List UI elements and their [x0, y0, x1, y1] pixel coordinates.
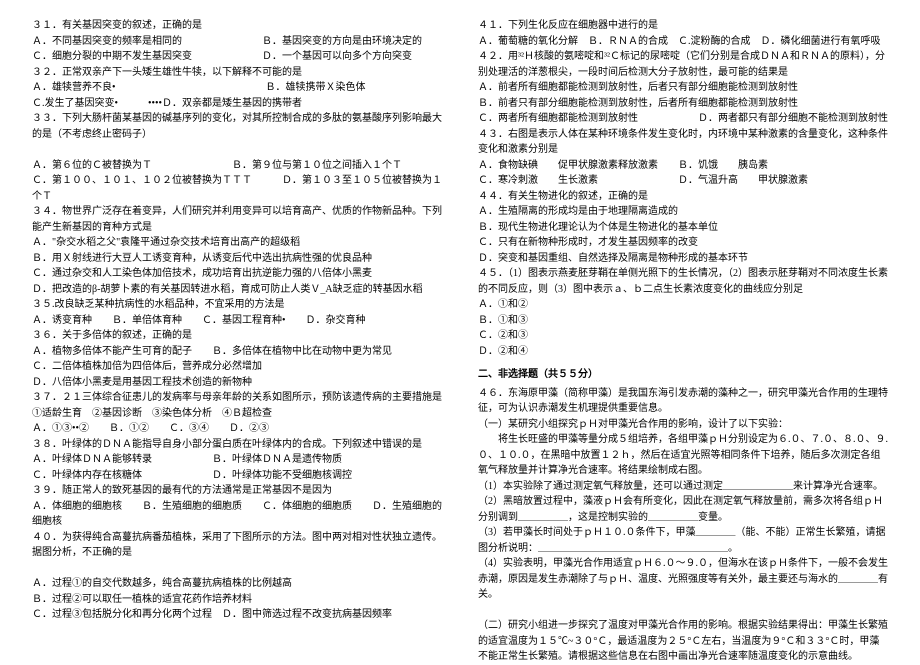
left-line: ３２．正常双亲产下一头矮生雄性牛犊，以下解释不可能的是 — [32, 65, 442, 81]
right-a-line: Ｂ．现代生物进化理论认为个体是生物进化的基本单位 — [478, 220, 888, 236]
right-a-line: ４３．右图是表示人体在某种环境条件发生变化时，内环境中某种激素的含量变化，这种条… — [478, 127, 888, 158]
right-b-line: （1）本实验除了通过测定氧气释放量，还可以通过测定＿＿＿＿＿＿＿来计算净光合速率… — [478, 479, 888, 495]
right-b-line: ４６．东海原甲藻（简称甲藻）是我国东海引发赤潮的藻种之一，研究甲藻光合作用的生理… — [478, 386, 888, 417]
left-line: ３５.改良缺乏某种抗病性的水稻品种，不宜采用的方法是 — [32, 297, 442, 313]
section-2-title: 二、非选择题（共５５分） — [478, 367, 888, 383]
right-b-line: （3）若甲藻长时间处于ｐＨ１０.０条件下，甲藻＿＿＿＿（能、不能）正常生长繁殖，… — [478, 525, 888, 556]
left-line: ３６．关于多倍体的叙述，正确的是 — [32, 328, 442, 344]
right-b-line — [478, 603, 888, 619]
left-line: Ａ．过程①的自交代数越多，纯合高蔓抗病植株的比例越高 — [32, 576, 442, 592]
left-line: Ｃ．二倍体植株加倍为四倍体后，营养成分必然增加 — [32, 359, 442, 375]
right-a-line: Ｃ．两者所有细胞都能检测到放射性 Ｄ．两者都只有部分细胞不能检测到放射性 — [478, 111, 888, 127]
left-line: Ｃ．第１００、１０１、１０２位被替换为ＴＴＴ Ｄ．第１０３至１０５位被替换为１个… — [32, 173, 442, 204]
right-a-line: Ａ．葡萄糖的氧化分解 Ｂ．ＲＮＡ的合成 Ｃ.淀粉酶的合成 Ｄ．磷化细菌进行有氧呼… — [478, 34, 888, 50]
left-line: Ｃ．过程③包括脱分化和再分化两个过程 Ｄ．图中筛选过程不改变抗病基因频率 — [32, 607, 442, 623]
left-line: ３８．叶绿体的ＤＮＡ能指导自身小部分蛋白质在叶绿体内的合成。下列叙述中错误的是 — [32, 437, 442, 453]
left-line: Ｄ．把改造的β-胡萝卜素的有关基因转进水稻，育成可防止人类Ｖ_A缺乏症的转基因水… — [32, 282, 442, 298]
left-line: Ａ．"杂交水稻之父"袁隆平通过杂交技术培育出高产的超级稻 — [32, 235, 442, 251]
right-a-line: Ｄ．②和④ — [478, 344, 888, 360]
right-a-line: Ｃ．寒冷刺激 生长激素 Ｄ．气温升高 甲状腺激素 — [478, 173, 888, 189]
right-a-line: ４４．有关生物进化的叙述，正确的是 — [478, 189, 888, 205]
left-line: ３１．有关基因突变的叙述，正确的是 — [32, 18, 442, 34]
right-b-line: （一）某研究小组探究ｐＨ对甲藻光合作用的影响，设计了以下实验： — [478, 417, 888, 433]
right-lines-b: ４６．东海原甲藻（简称甲藻）是我国东海引发赤潮的藻种之一，研究甲藻光合作用的生理… — [478, 386, 888, 665]
left-line: Ａ．植物多倍体不能产生可育的配子 Ｂ．多倍体在植物中比在动物中更为常见 — [32, 344, 442, 360]
left-line: Ｃ.发生了基因突变• ••••Ｄ．双亲都是矮生基因的携带者 — [32, 96, 442, 112]
right-b-line: （2）黑暗放置过程中，藻液ｐＨ会有所变化，因此在测定氧气释放量前，需多次将各组ｐ… — [478, 494, 888, 525]
left-column: ３１．有关基因突变的叙述，正确的是Ａ．不同基因突变的频率是相同的 Ｂ．基因突变的… — [22, 18, 460, 628]
left-line: ３３．下列大肠杆菌某基因的碱基序列的变化，对其所控制合成的多肽的氨基酸序列影响最… — [32, 111, 442, 142]
left-line: Ｃ．叶绿体内存在核糖体 Ｄ．叶绿体功能不受细胞核调控 — [32, 468, 442, 484]
right-a-line: ４１．下列生化反应在细胞器中进行的是 — [478, 18, 888, 34]
left-line: ３９．随正常人的致死基因的最有代的方法通常是正常基因不是因为 — [32, 483, 442, 499]
left-line — [32, 561, 442, 577]
left-line: Ｃ．通过杂交和人工染色体加倍技术，成功培育出抗逆能力强的八倍体小黑麦 — [32, 266, 442, 282]
left-line: Ｂ．过程②可以取任一植株的适宜花药作培养材料 — [32, 592, 442, 608]
right-lines-a: ４１．下列生化反应在细胞器中进行的是Ａ．葡萄糖的氧化分解 Ｂ．ＲＮＡ的合成 Ｃ.… — [478, 18, 888, 359]
left-line: Ａ．体细胞的细胞核 Ｂ．生殖细胞的细胞质 Ｃ．体细胞的细胞质 Ｄ．生殖细胞的细胞… — [32, 499, 442, 530]
right-a-line: Ｂ．前者只有部分细胞能检测到放射性，后者所有细胞都能检测到放射性 — [478, 96, 888, 112]
right-a-line: Ｃ．②和③ — [478, 328, 888, 344]
left-lines: ３１．有关基因突变的叙述，正确的是Ａ．不同基因突变的频率是相同的 Ｂ．基因突变的… — [32, 18, 442, 623]
left-line: ①适龄生育 ②基因诊断 ③染色体分析 ④Ｂ超检查 — [32, 406, 442, 422]
left-line: Ｄ．八倍体小黑麦是用基因工程技术创造的新物种 — [32, 375, 442, 391]
left-line: Ａ．①③••② Ｂ．①② Ｃ．③④ Ｄ．②③ — [32, 421, 442, 437]
left-line: Ｂ．用Ｘ射线进行大豆人工诱变育种，从诱变后代中选出抗病性强的优良品种 — [32, 251, 442, 267]
left-line: Ａ．第６位的Ｃ被替换为Ｔ Ｂ．第９位与第１０位之间插入１个Ｔ — [32, 158, 442, 174]
right-a-line: Ａ．前者所有细胞都能检测到放射性，后者只有部分细胞能检测到放射性 — [478, 80, 888, 96]
right-column: ４１．下列生化反应在细胞器中进行的是Ａ．葡萄糖的氧化分解 Ｂ．ＲＮＡ的合成 Ｃ.… — [460, 18, 898, 628]
left-line — [32, 142, 442, 158]
right-a-line: Ｄ．突变和基因重组、自然选择及隔离是物种形成的基本环节 — [478, 251, 888, 267]
right-b-line: （二）研究小组进一步探究了温度对甲藻光合作用的影响。根据实验结果得出：甲藻生长繁… — [478, 618, 888, 665]
left-line: Ａ．雄犊营养不良• Ｂ．雄犊携带Ｘ染色体 — [32, 80, 442, 96]
left-line: ４０．为获得纯合高蔓抗病番茄植株，采用了下图所示的方法。图中两对相对性状独立遗传… — [32, 530, 442, 561]
right-b-line: （4）实验表明，甲藻光合作用适宜ｐＨ６.０～９.０，但海水在该ｐＨ条件下，一般不… — [478, 556, 888, 603]
right-b-line: 将生长旺盛的甲藻等量分成５组培养，各组甲藻ｐＨ分别设定为６.０、７.０、８.０、… — [478, 432, 888, 479]
right-a-line: Ａ．食物缺碘 促甲状腺激素释放激素 Ｂ．饥饿 胰岛素 — [478, 158, 888, 174]
left-line: ３７．２１三体综合征患儿的发病率与母亲年龄的关系如图所示，预防该遗传病的主要措施… — [32, 390, 442, 406]
right-a-line: Ｂ．①和③ — [478, 313, 888, 329]
left-line: Ｃ．细胞分裂的中期不发生基因突变 Ｄ．一个基因可以向多个方向突变 — [32, 49, 442, 65]
right-a-line: ４２．用³²Ｈ核酸的氨嘧啶和³²Ｃ标记的尿嘧啶（它们分别是合成ＤＮＡ和ＲＮＡ的原… — [478, 49, 888, 80]
left-line: Ａ．诱变育种 Ｂ．单倍体育种 Ｃ．基因工程育种• Ｄ．杂交育种 — [32, 313, 442, 329]
right-a-line: ４５．（1）图表示燕麦胚芽鞘在单侧光照下的生长情况，（2）图表示胚芽鞘对不同浓度… — [478, 266, 888, 297]
left-line: Ａ．叶绿体ＤＮＡ能够转录 Ｂ．叶绿体ＤＮＡ是遗传物质 — [32, 452, 442, 468]
left-line: ３４．物世界广泛存在着变异，人们研究并利用变异可以培育高产、优质的作物新品种。下… — [32, 204, 442, 235]
right-a-line: Ａ．①和② — [478, 297, 888, 313]
left-line: Ａ．不同基因突变的频率是相同的 Ｂ．基因突变的方向是由环境决定的 — [32, 34, 442, 50]
right-a-line: Ａ．生殖隔离的形成均是由于地理隔离造成的 — [478, 204, 888, 220]
right-a-line: Ｃ．只有在新物种形成时，才发生基因频率的改变 — [478, 235, 888, 251]
